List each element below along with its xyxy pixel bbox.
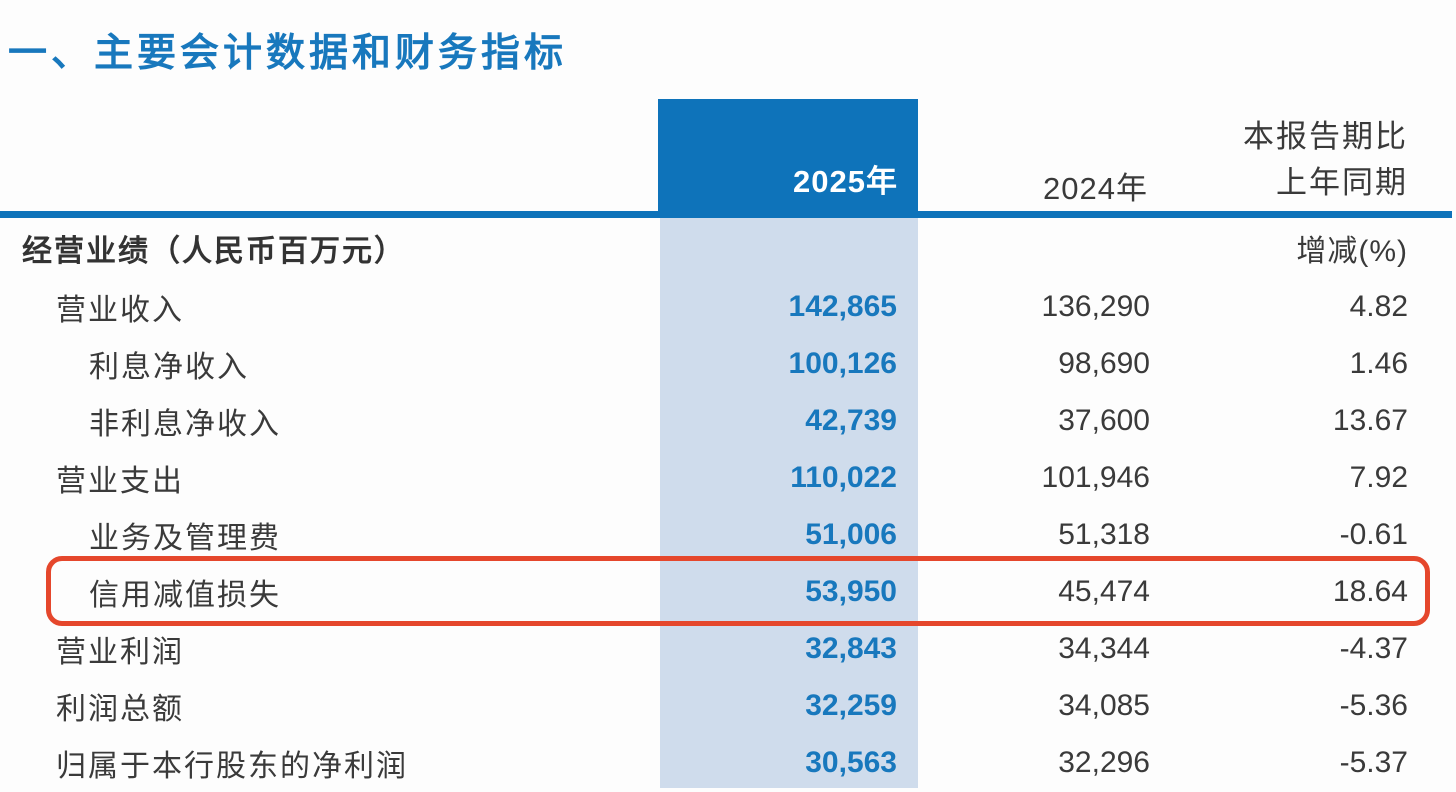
section-label: 经营业绩（人民币百万元） xyxy=(22,235,406,268)
value-2025: 53,950 xyxy=(805,574,897,608)
table-row: 非利息净收入 42,739 37,600 13.67 xyxy=(0,392,1456,449)
value-2024: 45,474 xyxy=(1058,574,1150,608)
row-label: 利润总额 xyxy=(56,692,184,726)
column-header-change-line2: 上年同期 xyxy=(1276,165,1408,200)
table-row: 营业支出 110,022 101,946 7.92 xyxy=(0,449,1456,506)
row-label: 归属于本行股东的净利润 xyxy=(56,749,408,783)
column-header-change-line1: 本报告期比 xyxy=(1243,119,1408,154)
column-header-change: 本报告期比 上年同期 xyxy=(1243,114,1408,206)
value-change: -4.37 xyxy=(1339,631,1408,665)
table-row: 营业利润 32,843 34,344 -4.37 xyxy=(0,620,1456,677)
change-unit-label: 增减(%) xyxy=(1296,235,1408,268)
table-body: 经营业绩（人民币百万元） 增减(%) 营业收入 142,865 136,290 … xyxy=(0,218,1456,791)
row-label: 信用减值损失 xyxy=(89,578,281,612)
row-label: 非利息净收入 xyxy=(89,407,281,441)
value-2024: 37,600 xyxy=(1058,403,1150,437)
column-2025-header-block: 2025年 xyxy=(658,99,918,211)
value-2024: 51,318 xyxy=(1058,517,1150,551)
value-2025: 110,022 xyxy=(790,460,897,494)
value-2024: 32,296 xyxy=(1058,745,1150,779)
page-title: 一、主要会计数据和财务指标 xyxy=(8,32,568,75)
value-2024: 98,690 xyxy=(1058,346,1150,380)
value-2024: 34,085 xyxy=(1058,688,1150,722)
value-change: 13.67 xyxy=(1332,403,1408,437)
value-change: 1.46 xyxy=(1349,346,1408,380)
value-2025: 100,126 xyxy=(788,346,897,380)
value-2025: 142,865 xyxy=(788,289,897,323)
table-row: 业务及管理费 51,006 51,318 -0.61 xyxy=(0,506,1456,563)
table-row: 利润总额 32,259 34,085 -5.36 xyxy=(0,677,1456,734)
value-change: 4.82 xyxy=(1349,289,1408,323)
row-label: 业务及管理费 xyxy=(89,521,281,555)
value-change: -0.61 xyxy=(1339,517,1408,551)
row-label: 利息净收入 xyxy=(89,350,249,384)
value-2024: 34,344 xyxy=(1058,631,1150,665)
row-label: 营业支出 xyxy=(56,464,184,498)
value-2025: 42,739 xyxy=(805,403,897,437)
value-2025: 30,563 xyxy=(805,745,897,779)
table-row: 归属于本行股东的净利润 30,563 32,296 -5.37 xyxy=(0,734,1456,791)
value-2025: 32,259 xyxy=(805,688,897,722)
value-2024: 101,946 xyxy=(1041,460,1150,494)
value-2025: 32,843 xyxy=(805,631,897,665)
value-change: 18.64 xyxy=(1332,574,1408,608)
value-change: 7.92 xyxy=(1349,460,1408,494)
row-label: 营业收入 xyxy=(56,293,184,327)
value-2025: 51,006 xyxy=(805,517,897,551)
table-row-highlighted: 信用减值损失 53,950 45,474 18.64 xyxy=(0,563,1456,620)
table-row: 营业收入 142,865 136,290 4.82 xyxy=(0,278,1456,335)
header-rule xyxy=(0,211,1452,218)
value-change: -5.37 xyxy=(1339,745,1408,779)
section-row: 经营业绩（人民币百万元） 增减(%) xyxy=(0,218,1456,278)
column-2025-highlight-bg xyxy=(660,218,918,788)
value-change: -5.36 xyxy=(1339,688,1408,722)
table-row: 利息净收入 100,126 98,690 1.46 xyxy=(0,335,1456,392)
column-header-2025: 2025年 xyxy=(793,164,898,199)
value-2024: 136,290 xyxy=(1041,289,1150,323)
row-label: 营业利润 xyxy=(56,635,184,669)
column-header-2024: 2024年 xyxy=(1043,171,1148,206)
